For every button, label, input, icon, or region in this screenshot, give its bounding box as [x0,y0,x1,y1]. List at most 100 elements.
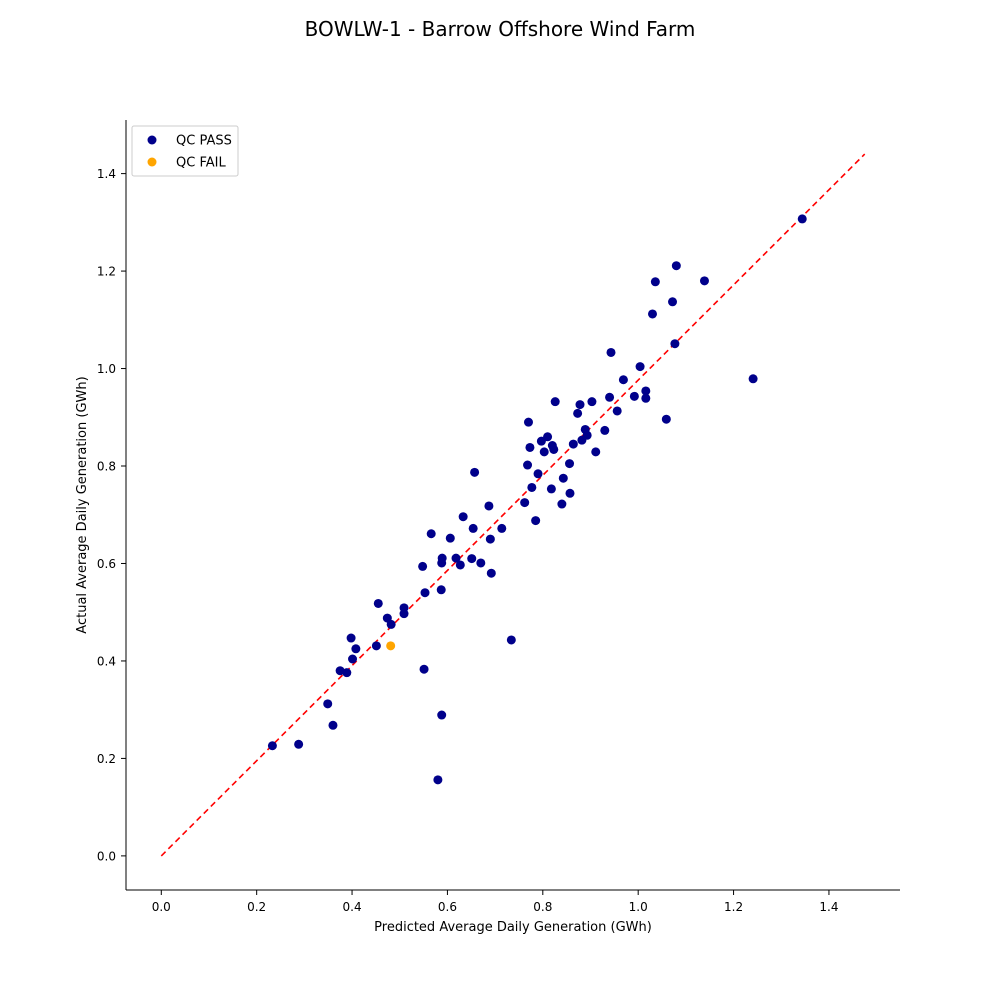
data-point-qc-pass [650,277,660,287]
data-point-qc-pass [371,641,381,651]
data-point-qc-pass [575,400,585,410]
data-point-qc-fail [386,641,396,651]
data-point-qc-pass [497,523,507,533]
data-point-qc-pass [531,516,541,526]
x-tick-label: 0.2 [247,900,266,914]
reference-line-group [160,153,866,857]
data-point-qc-pass [612,406,622,416]
data-point-qc-pass [523,460,533,470]
data-point-qc-pass [506,635,516,645]
chart-title: BOWLW-1 - Barrow Offshore Wind Farm [305,17,696,41]
data-point-qc-pass [533,469,543,479]
legend-label-qc-pass: QC PASS [176,134,232,149]
legend: QC PASS QC FAIL [131,125,239,177]
data-point-qc-pass [451,553,461,563]
data-point-qc-pass [641,386,651,396]
data-point-qc-pass [582,430,592,440]
y-tick-label: 1.2 [97,265,116,279]
data-point-qc-pass [426,529,436,539]
data-point-qc-pass [486,568,496,578]
data-point-qc-pass [419,664,429,674]
data-point-qc-pass [748,374,758,384]
legend-marker-qc-fail [147,157,157,167]
data-point-qc-pass [543,432,553,442]
data-point-qc-pass [600,425,610,435]
data-point-qc-pass [661,414,671,424]
data-point-qc-pass [342,668,352,678]
data-point-qc-pass [546,484,556,494]
x-tick-label: 0.8 [533,900,552,914]
x-tick-label: 0.6 [438,900,457,914]
data-point-qc-pass [797,214,807,224]
y-tick-label: 1.0 [97,362,116,376]
data-point-qc-pass [458,512,468,522]
data-point-qc-pass [476,558,486,568]
data-point-qc-pass [267,741,277,751]
data-point-qc-pass [565,459,575,469]
data-point-qc-pass [591,447,601,457]
data-point-qc-pass [418,561,428,571]
data-point-qc-pass [670,339,680,349]
data-point-qc-pass [606,347,616,357]
data-point-qc-pass [550,397,560,407]
y-tick-label: 0.0 [97,849,116,863]
data-point-qc-pass [436,585,446,595]
legend-label-qc-fail: QC FAIL [176,156,226,171]
data-point-qc-pass [467,554,477,564]
y-tick-label: 0.8 [97,460,116,474]
data-point-qc-pass [373,598,383,608]
data-point-qc-pass [641,393,651,403]
data-point-qc-pass [523,417,533,427]
x-tick-label: 0.4 [343,900,362,914]
data-point-qc-pass [568,439,578,449]
data-point-qc-pass [437,553,447,563]
data-point-qc-pass [668,297,678,307]
data-points [267,214,807,785]
data-point-qc-pass [323,699,333,709]
x-tick-label: 0.0 [152,900,171,914]
data-point-qc-pass [527,482,537,492]
data-point-qc-pass [629,391,639,401]
legend-marker-qc-pass [147,135,157,145]
y-tick-label: 0.6 [97,557,116,571]
data-point-qc-pass [485,534,495,544]
data-point-qc-pass [348,654,358,664]
data-point-qc-pass [558,473,568,483]
data-point-qc-pass [635,362,645,372]
y-axis-label: Actual Average Daily Generation (GWh) [75,376,90,633]
data-point-qc-pass [565,488,575,498]
data-point-qc-pass [420,588,430,598]
data-point-qc-pass [520,498,530,508]
data-point-qc-pass [573,408,583,418]
data-point-qc-pass [328,720,338,730]
y-ticks: 0.0 0.2 0.4 0.6 0.8 1.0 1.2 1.4 [97,167,126,863]
data-point-qc-pass [549,444,559,454]
data-point-qc-pass [539,447,549,457]
data-point-qc-pass [605,392,615,402]
data-point-qc-pass [445,533,455,543]
y-tick-label: 0.2 [97,752,116,766]
data-point-qc-pass [386,619,396,629]
data-point-qc-pass [618,375,628,385]
x-tick-label: 1.2 [724,900,743,914]
reference-line [160,153,866,857]
y-tick-label: 1.4 [97,167,116,181]
legend-box [131,125,239,177]
data-point-qc-pass [470,467,480,477]
data-point-qc-pass [484,501,494,511]
data-point-qc-pass [346,633,356,643]
y-tick-label: 0.4 [97,654,116,668]
plot-area: 0.0 0.2 0.4 0.6 0.8 1.0 1.2 1.4 0.0 0.2 0.4 0.6 0.8… [97,120,900,914]
data-point-qc-pass [437,710,447,720]
data-point-qc-pass [399,609,409,619]
data-point-qc-pass [557,499,567,509]
x-ticks: 0.0 0.2 0.4 0.6 0.8 1.0 1.2 1.4 [152,890,838,914]
x-axis-label: Predicted Average Daily Generation (GWh) [374,920,652,935]
data-point-qc-pass [351,644,361,654]
x-tick-label: 1.4 [819,900,838,914]
data-point-qc-pass [433,775,443,785]
data-point-qc-pass [587,397,597,407]
x-tick-label: 1.0 [629,900,648,914]
data-point-qc-pass [468,523,478,533]
